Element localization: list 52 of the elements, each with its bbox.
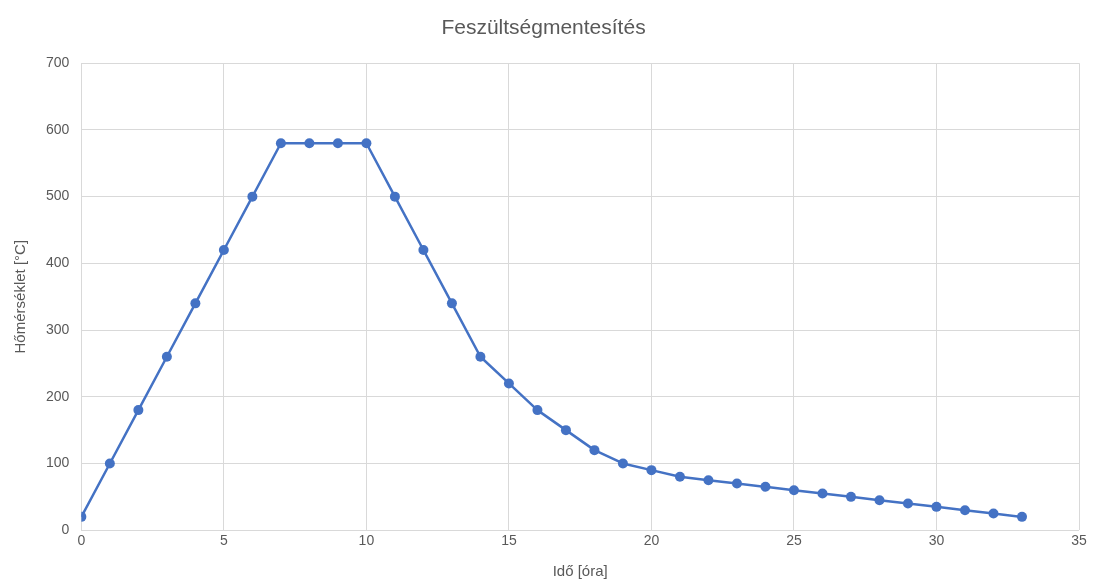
point	[1016, 511, 1027, 522]
point	[503, 378, 514, 389]
point	[304, 138, 315, 149]
y-tick-label: 400	[46, 254, 70, 271]
y-tick-label: 700	[46, 54, 70, 71]
point	[332, 138, 343, 149]
point	[788, 485, 799, 496]
point	[560, 425, 571, 436]
x-tick-label: 10	[358, 532, 375, 549]
point	[931, 501, 942, 512]
x-tick-label: 15	[501, 532, 517, 549]
point	[845, 491, 856, 502]
point	[674, 471, 685, 482]
point	[133, 405, 144, 416]
point	[703, 475, 714, 486]
x-tick-label: 35	[1071, 532, 1087, 549]
point	[617, 458, 628, 469]
point	[275, 138, 286, 149]
point	[361, 138, 372, 149]
x-tick-label: 25	[786, 532, 802, 549]
point	[646, 465, 657, 476]
point	[760, 481, 771, 492]
point	[959, 505, 970, 516]
point	[218, 245, 229, 255]
chart-title: Feszültségmentesítés	[441, 15, 646, 39]
point	[190, 298, 201, 309]
y-tick-label: 300	[46, 320, 70, 337]
y-tick-label: 100	[46, 454, 70, 471]
point	[446, 298, 457, 309]
y-tick-label: 600	[46, 120, 70, 137]
y-tick-label: 200	[46, 387, 70, 404]
point	[817, 488, 828, 499]
x-tick-label: 30	[928, 532, 945, 549]
x-tick-label: 0	[77, 532, 86, 549]
point	[731, 478, 742, 489]
x-tick-label: 20	[643, 532, 660, 549]
y-tick-label: 500	[46, 187, 70, 204]
y-axis-title: Hőmérséklet [°C]	[11, 239, 29, 354]
x-tick-label: 5	[219, 532, 228, 549]
x-axis-title: Idő [óra]	[552, 562, 608, 580]
point	[418, 245, 429, 255]
point	[532, 405, 543, 416]
point	[389, 191, 400, 202]
point	[589, 445, 600, 456]
point	[161, 351, 172, 362]
point	[475, 351, 486, 362]
point	[902, 498, 913, 509]
point	[988, 508, 999, 519]
point	[247, 191, 258, 202]
point	[104, 458, 115, 469]
point	[874, 495, 885, 506]
y-tick-label: 0	[61, 521, 70, 538]
